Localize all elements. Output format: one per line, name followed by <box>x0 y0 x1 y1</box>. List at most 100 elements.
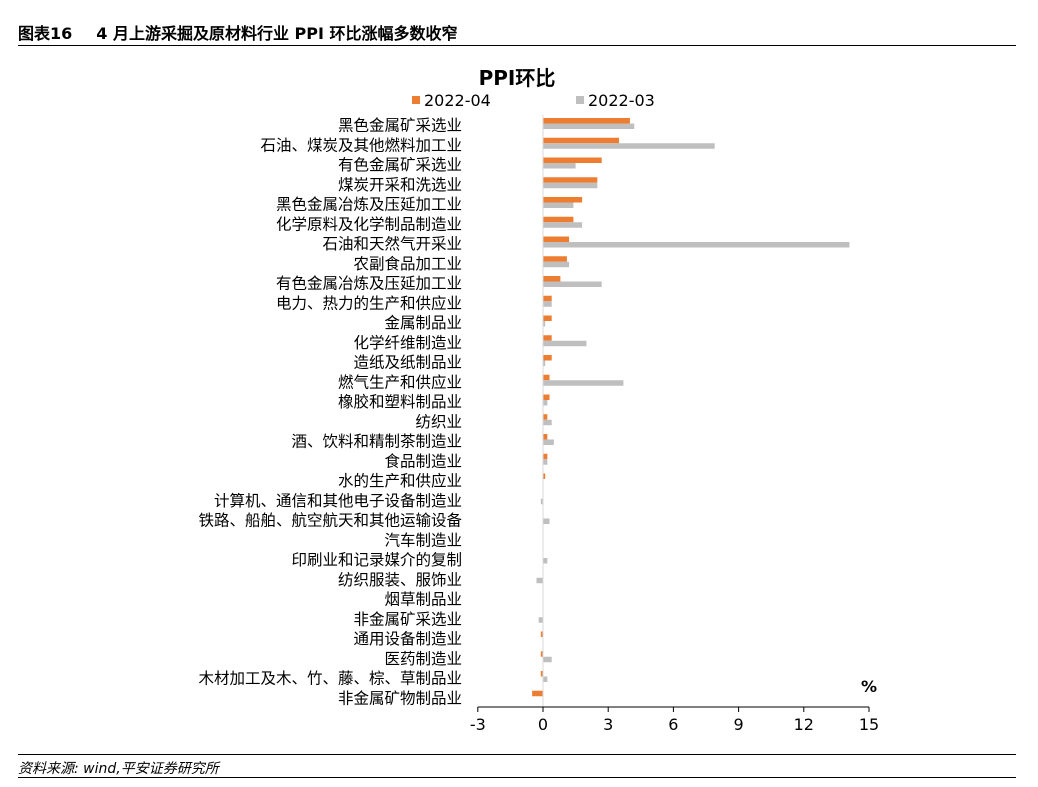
category-label: 医药制造业 <box>384 650 462 668</box>
bar-2022-03 <box>536 577 543 584</box>
bar-2022-04 <box>543 157 602 163</box>
figure-header: 图表16 4 月上游采掘及原材料行业 PPI 环比涨幅多数收窄 <box>18 20 458 44</box>
bar-2022-03 <box>543 380 624 386</box>
category-label: 有色金属冶炼及压延加工业 <box>276 275 462 293</box>
bar-2022-03 <box>543 242 850 248</box>
category-label: 化学纤维制造业 <box>353 334 462 352</box>
bar-2022-04 <box>543 453 548 460</box>
bar-2022-04 <box>543 236 570 242</box>
category-label: 燃气生产和供应业 <box>338 372 462 391</box>
x-tick-label: 3 <box>603 715 613 734</box>
category-label: 非金属矿采选业 <box>353 610 462 628</box>
legend-swatch-2022-04 <box>412 96 420 104</box>
bar-2022-04 <box>540 631 543 637</box>
bar-2022-04 <box>543 473 546 479</box>
bar-2022-04 <box>540 651 543 657</box>
figure-title: 4 月上游采掘及原材料行业 PPI 环比涨幅多数收窄 <box>96 24 458 43</box>
x-tick-label: 6 <box>668 715 678 734</box>
bar-2022-03 <box>543 163 576 169</box>
bar-2022-03 <box>543 123 635 129</box>
bar-2022-04 <box>543 197 583 203</box>
header-rule <box>18 45 1016 46</box>
chart-title: PPI环比 <box>479 66 556 90</box>
category-label: 造纸及纸制品业 <box>353 354 462 372</box>
bar-2022-03 <box>543 400 548 406</box>
bar-2022-04 <box>543 216 574 223</box>
source-note: 资料来源: wind,平安证券研究所 <box>18 761 219 777</box>
category-label: 煤炭开采和洗选业 <box>338 176 462 194</box>
bar-2022-03 <box>543 439 554 445</box>
bar-2022-03 <box>543 321 546 327</box>
bar-2022-03 <box>538 617 543 623</box>
category-label: 化学原料及化学制品制造业 <box>276 215 462 233</box>
bar-2022-04 <box>543 374 550 381</box>
footer-rule-bottom <box>18 777 1016 778</box>
category-label: 烟草制品业 <box>384 591 462 609</box>
bar-2022-03 <box>543 518 550 524</box>
category-label: 纺织业 <box>415 413 462 431</box>
x-axis: -3 0 3 6 9 12 15 <box>470 706 879 734</box>
bar-2022-04 <box>540 671 543 677</box>
category-label: 金属制品业 <box>384 314 462 332</box>
x-tick-label: -3 <box>470 715 486 734</box>
legend-label-2022-04: 2022-04 <box>424 91 491 110</box>
bar-2022-04 <box>543 335 552 341</box>
category-label: 有色金属矿采选业 <box>338 156 462 174</box>
bar-2022-03 <box>543 656 552 663</box>
bar-2022-03 <box>543 281 602 287</box>
category-label: 酒、饮料和精制茶制造业 <box>291 433 462 451</box>
category-label: 非金属矿物制品业 <box>338 689 462 707</box>
bar-2022-04 <box>543 355 552 361</box>
category-label: 黑色金属冶炼及压延加工业 <box>276 196 462 214</box>
bar-group <box>532 115 850 707</box>
bar-2022-04 <box>543 177 598 183</box>
bar-2022-04 <box>543 137 620 144</box>
unit-label: % <box>861 677 877 696</box>
bar-2022-04 <box>543 434 548 440</box>
bar-2022-03 <box>543 261 570 268</box>
x-tick-label: 0 <box>538 715 548 734</box>
x-tick-label: 15 <box>859 715 879 734</box>
chart-legend: 2022-04 2022-03 <box>412 91 655 110</box>
category-label: 电力、热力的生产和供应业 <box>276 293 462 312</box>
bar-2022-04 <box>543 394 550 400</box>
bar-2022-04 <box>543 276 561 282</box>
bar-2022-03 <box>543 222 583 228</box>
bar-2022-03 <box>543 143 715 149</box>
category-label: 石油、煤炭及其他燃料加工业 <box>260 136 462 154</box>
footer-rule-top <box>18 754 1016 755</box>
category-label: 食品制造业 <box>384 452 462 470</box>
category-label: 铁路、船舶、航空航天和其他运输设备 <box>198 512 462 530</box>
figure-number: 图表16 <box>18 24 73 43</box>
category-label: 木材加工及木、竹、藤、棕、草制品业 <box>198 670 462 688</box>
legend-swatch-2022-03 <box>576 96 584 104</box>
bar-2022-03 <box>543 459 548 465</box>
bar-2022-03 <box>543 182 598 189</box>
bar-2022-04 <box>543 256 567 262</box>
bar-2022-03 <box>540 498 543 505</box>
category-label: 石油和天然气开采业 <box>322 235 462 253</box>
bar-2022-04 <box>543 315 552 321</box>
bar-2022-03 <box>543 558 548 564</box>
category-label: 纺织服装、服饰业 <box>338 571 462 589</box>
bar-2022-04 <box>543 118 630 124</box>
bar-2022-03 <box>543 202 574 208</box>
bar-2022-03 <box>543 419 552 426</box>
bar-2022-04 <box>543 295 552 302</box>
bar-2022-03 <box>543 340 587 347</box>
category-label: 水的生产和供应业 <box>338 471 462 490</box>
x-tick-label: 12 <box>794 715 814 734</box>
category-label: 黑色金属矿采选业 <box>338 117 462 135</box>
bar-2022-03 <box>543 360 546 366</box>
category-label: 印刷业和记录媒介的复制 <box>291 551 462 569</box>
category-label: 通用设备制造业 <box>353 630 462 648</box>
category-label: 计算机、通信和其他电子设备制造业 <box>214 491 462 510</box>
bar-2022-04 <box>543 414 548 420</box>
bar-2022-03 <box>543 301 552 307</box>
bar-2022-03 <box>543 676 548 682</box>
category-labels: 黑色金属矿采选业石油、煤炭及其他燃料加工业有色金属矿采选业煤炭开采和洗选业黑色金… <box>198 117 462 708</box>
category-label: 汽车制造业 <box>384 531 462 549</box>
category-label: 橡胶和塑料制品业 <box>338 393 462 411</box>
legend-label-2022-03: 2022-03 <box>588 91 655 110</box>
